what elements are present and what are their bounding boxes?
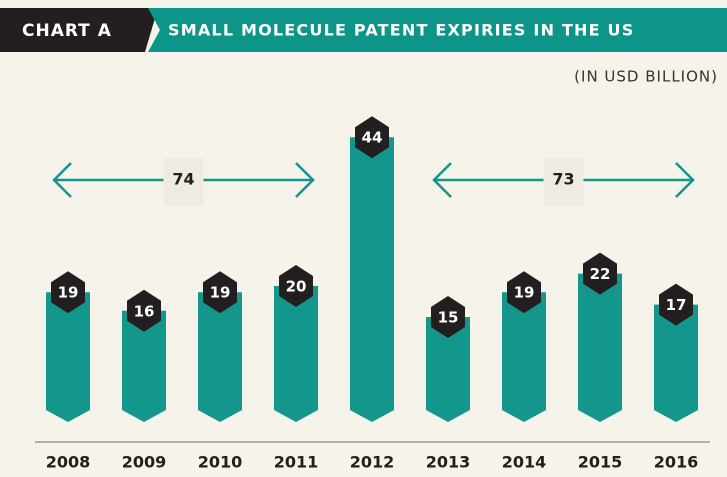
value-label: 16 bbox=[134, 302, 155, 320]
label-badge bbox=[51, 271, 85, 314]
annotation-label: 74 bbox=[172, 170, 194, 189]
value-label: 19 bbox=[58, 284, 79, 302]
bar bbox=[578, 273, 622, 422]
x-tick-label: 2015 bbox=[578, 453, 623, 472]
label-badge bbox=[583, 252, 617, 295]
value-label: 44 bbox=[362, 129, 383, 147]
bar bbox=[426, 317, 470, 422]
title-band bbox=[148, 8, 727, 52]
arrow-head bbox=[675, 162, 695, 198]
label-badge bbox=[203, 271, 237, 314]
tag-band bbox=[0, 8, 158, 52]
bar bbox=[502, 292, 546, 422]
x-tick-label: 2016 bbox=[654, 453, 699, 472]
annotation-label: 73 bbox=[552, 170, 574, 189]
arrow-head bbox=[52, 162, 72, 198]
chart-tag: CHART A bbox=[22, 21, 112, 41]
label-badge bbox=[127, 289, 161, 332]
value-label: 20 bbox=[286, 278, 307, 296]
x-tick-label: 2009 bbox=[122, 453, 167, 472]
label-badge bbox=[355, 116, 389, 159]
x-tick-label: 2010 bbox=[198, 453, 243, 472]
annotation-box bbox=[543, 158, 584, 206]
value-label: 22 bbox=[590, 265, 611, 283]
bar bbox=[46, 292, 90, 422]
x-tick-label: 2008 bbox=[46, 453, 91, 472]
value-label: 17 bbox=[666, 296, 687, 314]
bar bbox=[274, 286, 318, 422]
label-badge bbox=[659, 283, 693, 326]
value-label: 15 bbox=[438, 309, 459, 327]
bar bbox=[654, 304, 698, 422]
bar bbox=[198, 292, 242, 422]
chart-title: SMALL MOLECULE PATENT EXPIRIES IN THE US bbox=[168, 21, 634, 40]
label-badge bbox=[507, 271, 541, 314]
value-label: 19 bbox=[210, 284, 231, 302]
x-tick-label: 2014 bbox=[502, 453, 547, 472]
value-label: 19 bbox=[514, 284, 535, 302]
label-badge bbox=[431, 296, 465, 338]
label-badge bbox=[279, 265, 313, 307]
bar bbox=[122, 310, 166, 422]
annotation-box bbox=[163, 158, 204, 206]
bar bbox=[350, 137, 394, 422]
x-tick-label: 2012 bbox=[350, 453, 395, 472]
chart-subtitle: (IN USD BILLION) bbox=[574, 68, 718, 86]
arrow-head bbox=[295, 162, 315, 198]
arrow-head bbox=[432, 162, 452, 198]
x-tick-label: 2013 bbox=[426, 453, 471, 472]
x-tick-label: 2011 bbox=[274, 453, 319, 472]
